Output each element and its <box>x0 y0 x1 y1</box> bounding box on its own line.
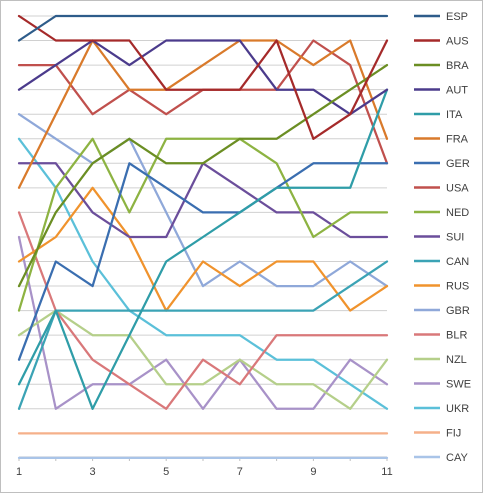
series-line-aut <box>17 39 389 116</box>
legend-label-ger: GER <box>446 158 470 170</box>
legend-label-aut: AUT <box>446 85 468 97</box>
legend-label-ita: ITA <box>446 109 463 121</box>
legend-label-gbr: GBR <box>446 305 470 317</box>
x-tick-label: 7 <box>237 466 243 478</box>
x-tick-label: 1 <box>16 466 22 478</box>
series-line-gbr <box>17 113 389 288</box>
legend-label-usa: USA <box>446 183 469 195</box>
legend-label-ukr: UKR <box>446 403 469 415</box>
legend-label-fra: FRA <box>446 134 469 146</box>
legend-label-nzl: NZL <box>446 354 467 366</box>
legend-label-esp: ESP <box>446 11 468 23</box>
series-lines <box>17 14 389 460</box>
x-tick-label: 5 <box>163 466 169 478</box>
legend-label-blr: BLR <box>446 330 467 342</box>
series-line-fra <box>17 39 389 189</box>
series-line-rus <box>17 186 389 312</box>
legend-label-aus: AUS <box>446 36 469 48</box>
x-tick-label: 9 <box>310 466 316 478</box>
legend-label-fij: FIJ <box>446 428 461 440</box>
series-line-aus <box>17 14 389 140</box>
legend-label-rus: RUS <box>446 281 469 293</box>
series-line-bra <box>17 63 389 288</box>
x-tick-label: 3 <box>90 466 96 478</box>
legend-label-can: CAN <box>446 256 469 268</box>
series-line-ned <box>17 137 389 312</box>
legend: ESP AUS BRA AUT ITA FRA GER USA NED SUI CAN RUS GBR B… <box>414 11 471 464</box>
series-line-ukr <box>17 137 389 410</box>
legend-label-sui: SUI <box>446 232 464 244</box>
series-line-blr <box>17 211 389 410</box>
legend-label-ned: NED <box>446 207 469 219</box>
legend-label-swe: SWE <box>446 379 471 391</box>
series-line-can <box>17 260 389 410</box>
series-line-ger <box>17 162 389 361</box>
x-tick-label: 11 <box>381 466 392 478</box>
legend-label-cay: CAY <box>446 452 468 464</box>
series-line-esp <box>17 14 389 42</box>
x-axis: 1 3 5 7 9 11 <box>16 456 393 478</box>
series-line-nzl <box>17 309 389 410</box>
legend-label-bra: BRA <box>446 60 469 72</box>
series-line-ita <box>17 88 389 410</box>
